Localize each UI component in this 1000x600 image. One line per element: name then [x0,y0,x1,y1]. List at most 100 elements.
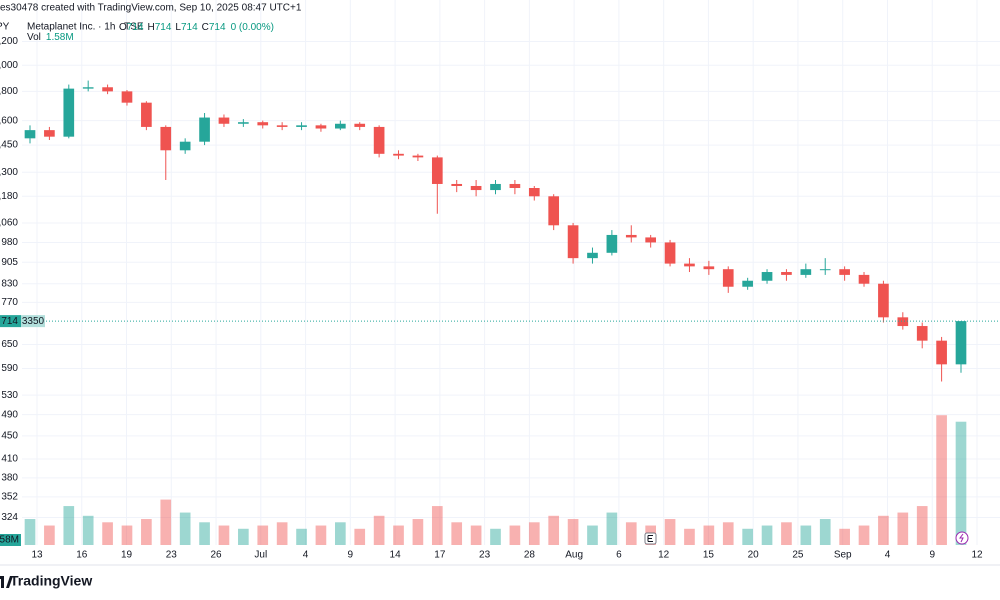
candle-body [179,141,191,151]
x-tick-label: 4 [303,550,309,561]
x-tick-label: 19 [121,550,133,561]
volume-bar [761,525,773,545]
volume-bar [431,506,443,545]
x-tick-label: 23 [479,550,491,561]
y-tick-label: 1,180 [0,191,18,202]
x-tick-label: 6 [616,550,622,561]
volume-bar [509,525,521,545]
y-tick-label: 980 [1,237,18,248]
candle-body [412,155,424,158]
volume-bar [955,421,967,545]
volume-bar [916,506,928,545]
candle-body [664,242,676,264]
volume-bar [839,528,850,545]
axis-layer: 2,200 2,000 1,800 1,600 1,450 1,300 1,180 1,060… [0,36,1000,561]
volume-bar [858,525,870,545]
volume-bar [160,499,172,545]
candle-body [528,188,540,197]
x-tick-label: 26 [210,550,222,561]
volume-bar [781,522,792,545]
volume-bar [819,519,831,545]
volume-bar [44,525,55,545]
candle-body [373,126,385,154]
candle-body [916,326,928,341]
candle-body [587,252,598,259]
x-tick-label: 20 [748,550,760,561]
x-tick-label: 9 [348,550,354,561]
y-tick-label: 324 [1,512,18,523]
ohlc-value: 714 [127,22,144,33]
candle-body [470,185,482,191]
marker-icon [959,533,964,543]
volume-bar [82,515,94,545]
x-tick-label: 17 [434,550,446,561]
x-tick-label: 28 [524,550,536,561]
change: 0 (0.00%) [231,22,274,33]
x-tick-label: Jul [254,550,267,561]
volume-bar [238,528,249,545]
candle-body [276,125,288,127]
volume-bar [684,528,695,545]
y-tick-label: 1,600 [0,115,18,126]
volume-bar [276,522,288,545]
candle-body [781,272,792,275]
legend-title: Metaplanet Inc. · 1h · TSE [27,22,144,33]
volume-bar [373,515,385,545]
volume-bar [742,528,753,545]
y-tick-label: 530 [1,390,18,401]
x-tick-label: 25 [792,550,804,561]
brand: TradingView [10,573,92,589]
candle-body [393,153,404,156]
volume-bar [703,525,715,545]
candle-body [63,88,75,137]
y-tick-label: 650 [1,339,18,350]
ohlc-value: 714 [209,22,226,33]
volume-bar [199,522,210,545]
volume-bar [606,512,618,545]
candle-body [218,117,230,124]
candle-body [199,117,210,142]
candle-body [722,269,734,287]
candle-body [490,183,501,191]
volume-bar [878,515,889,545]
volume-bar [393,525,404,545]
candle-body [509,183,521,189]
volume-bar [24,519,36,545]
volume-layer [24,415,967,545]
candle-body [44,130,55,137]
x-tick-label: 12 [971,550,983,561]
volume-bar [664,519,676,545]
y-tick-label: 2,200 [0,36,18,47]
volume-bar [548,515,560,545]
volume-bar [587,525,598,545]
currency: JPY [0,22,10,33]
candle-body [645,237,657,243]
x-tick-label: 4 [885,550,891,561]
price-tag-extra: 3350 [22,316,45,327]
volume-value: 1.58M [46,32,74,43]
candle-body [315,125,327,129]
volume-tag-box [0,534,21,546]
brand-logo: TradingView [0,573,92,589]
candle-body [625,234,637,238]
volume-bar [334,522,346,545]
y-tick-label: 905 [1,257,18,268]
volume-bar [800,525,812,545]
candle-layer [24,80,967,382]
event-marker[interactable] [644,532,657,545]
ohlc-letter: L [175,22,181,33]
candle-body [141,102,152,127]
volume-bar [722,522,734,545]
price-tag-box [0,315,21,328]
candle-body [548,196,560,226]
candle-body [296,125,307,127]
x-tick-label: 23 [166,550,178,561]
logo-icon [0,576,13,588]
candle-body [684,263,695,267]
ohlc-letter: H [147,22,154,33]
x-tick-label: Aug [565,550,583,561]
y-tick-label: 830 [1,278,18,289]
dividend-marker[interactable] [955,531,969,545]
x-tick-label: 12 [658,550,670,561]
